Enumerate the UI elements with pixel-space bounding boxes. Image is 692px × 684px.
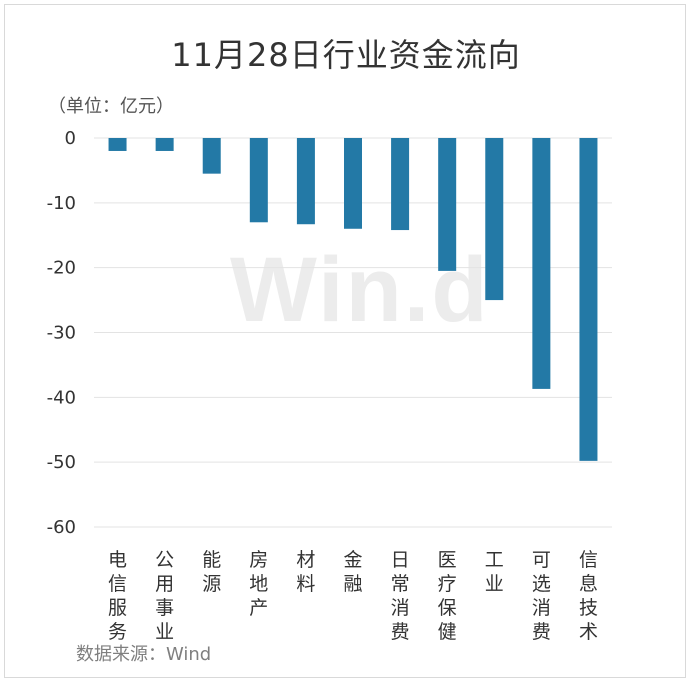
y-tick-label: -50 [47, 452, 76, 473]
x-category-label: 医疗保健 [438, 549, 457, 643]
bar [532, 138, 551, 389]
y-tick-label: 0 [65, 128, 76, 149]
bar [438, 138, 457, 271]
y-axis: 0 -10 -20 -30 -40 -50 -60 [47, 128, 76, 538]
x-category-label: 房地产 [249, 549, 268, 619]
y-tick-label: -60 [47, 517, 76, 538]
y-tick-label: -20 [47, 258, 76, 279]
x-category-label: 金融 [343, 549, 362, 595]
x-category-label: 公用事业 [155, 549, 174, 643]
bar [296, 138, 315, 225]
bar [108, 138, 127, 151]
bars [108, 138, 598, 461]
bar [249, 138, 268, 223]
y-tick-label: -40 [47, 387, 76, 408]
y-tick-label: -30 [47, 323, 76, 344]
bar [344, 138, 362, 229]
bar [391, 138, 410, 231]
chart-frame [4, 4, 686, 678]
source-note: 数据来源：Wind [76, 644, 212, 665]
x-category-label: 信息技术 [579, 549, 598, 643]
unit-label: （单位：亿元） [48, 96, 174, 117]
bar [155, 138, 174, 151]
bar [579, 138, 598, 461]
bar [202, 138, 221, 174]
x-category-label: 工业 [485, 549, 504, 595]
y-tick-label: -10 [47, 193, 76, 214]
x-category-label: 电信服务 [108, 549, 127, 643]
x-category-label: 可选消费 [532, 549, 551, 643]
bar [485, 138, 504, 301]
x-category-label: 日常消费 [391, 549, 410, 643]
x-category-label: 材料 [296, 549, 315, 595]
chart-title: 11月28日行业资金流向 [171, 36, 521, 74]
x-category-label: 能源 [202, 549, 221, 595]
